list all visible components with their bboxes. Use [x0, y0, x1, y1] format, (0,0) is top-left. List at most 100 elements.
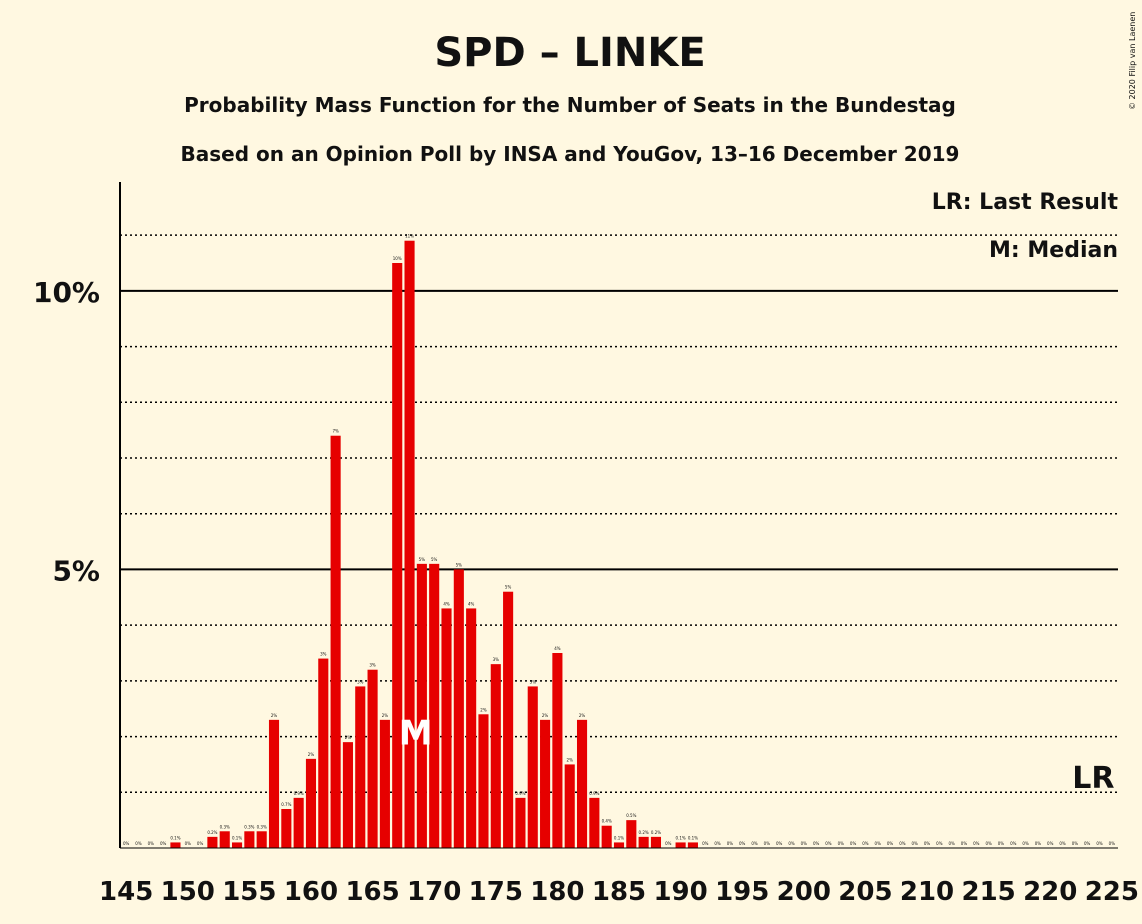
bar-label-172: 5%: [456, 562, 463, 567]
bar-label-224: 0%: [1096, 841, 1103, 846]
bar-label-189: 0%: [665, 841, 672, 846]
bar-label-201: 0%: [813, 841, 820, 846]
bar-190: [675, 842, 686, 848]
bar-label-215: 0%: [985, 841, 992, 846]
copyright-note: © 2020 Filip van Laenen: [1128, 12, 1137, 110]
bar-label-148: 0%: [160, 841, 167, 846]
bar-label-195: 0%: [739, 841, 746, 846]
bar-label-185: 0.1%: [614, 835, 624, 840]
bar-181: [564, 764, 575, 848]
x-tick-label: 175: [469, 877, 523, 907]
bar-label-196: 0%: [751, 841, 758, 846]
bar-labels: 0% 0% 0% 0%0.1%0% 0%0.2%0.3%0.1%0.3% 0.3%2%0.…: [123, 234, 1115, 846]
bar-label-154: 0.1%: [232, 835, 242, 840]
chart-subtitle-2: Based on an Opinion Poll by INSA and You…: [181, 142, 960, 166]
y-axis-ticks: 5% 10%: [33, 276, 100, 588]
bar-label-168: 11%: [405, 234, 414, 239]
bar-149: [170, 842, 181, 848]
x-tick-label: 225: [1085, 877, 1139, 907]
bar-label-179: 2%: [542, 713, 549, 718]
bar-177: [515, 797, 526, 848]
bar-label-165: 3%: [369, 663, 376, 668]
bar-191: [687, 842, 698, 848]
bar-172: [453, 569, 464, 848]
bar-label-198: 0%: [776, 841, 783, 846]
bar-label-214: 0%: [973, 841, 980, 846]
bar-160: [305, 758, 317, 848]
bar-label-155: 0.3%: [244, 824, 254, 829]
bar-179: [540, 719, 551, 848]
bar-164: [355, 686, 366, 848]
bar-label-145: 0%: [123, 841, 130, 846]
bar-label-174: 2%: [480, 707, 487, 712]
bar-label-166: 2%: [382, 713, 389, 718]
bar-label-210: 0%: [924, 841, 931, 846]
y-tick-label: 10%: [33, 276, 100, 309]
bar-label-153: 0.3%: [220, 824, 230, 829]
bar-label-173: 4%: [468, 601, 475, 606]
bar-label-161: 3%: [320, 652, 327, 657]
bar-label-197: 0%: [764, 841, 771, 846]
bar-label-180: 4%: [554, 646, 561, 651]
bar-label-157: 2%: [271, 713, 278, 718]
bar-176: [503, 591, 514, 848]
bar-label-156: 0.3%: [257, 824, 267, 829]
bar-label-218: 0%: [1022, 841, 1029, 846]
bar-label-177: 0.9%: [515, 791, 525, 796]
bar-label-158: 0.7%: [281, 802, 291, 807]
bar-184: [601, 825, 612, 848]
bar-169: [416, 563, 427, 848]
bar-label-183: 0.9%: [589, 791, 599, 796]
bar-label-194: 0%: [727, 841, 734, 846]
x-tick-label: 160: [284, 877, 338, 907]
bar-170: [429, 563, 440, 848]
bar-182: [576, 719, 588, 848]
bar-label-199: 0%: [788, 841, 795, 846]
x-tick-label: 190: [653, 877, 707, 907]
bar-label-187: 0.2%: [639, 830, 649, 835]
bar-label-152: 0.2%: [207, 830, 217, 835]
bar-label-200: 0%: [801, 841, 808, 846]
x-tick-label: 200: [777, 877, 831, 907]
gridlines: [120, 234, 1118, 794]
bar-label-164: 3%: [357, 679, 364, 684]
bar-label-213: 0%: [961, 841, 968, 846]
bar-label-217: 0%: [1010, 841, 1017, 846]
chart-subtitle-1: Probability Mass Function for the Number…: [184, 93, 956, 117]
bar-168: [404, 240, 415, 848]
bar-label-221: 0%: [1059, 841, 1066, 846]
bar-173: [466, 608, 477, 848]
bar-154: [231, 842, 243, 848]
bar-185: [613, 842, 625, 848]
bar-159: [293, 797, 304, 848]
bar-label-182: 2%: [579, 713, 586, 718]
bar-label-176: 5%: [505, 585, 512, 590]
bar-186: [626, 820, 637, 848]
bar-158: [281, 809, 292, 848]
x-tick-label: 215: [961, 877, 1015, 907]
bar-label-209: 0%: [912, 841, 919, 846]
bar-label-171: 4%: [443, 601, 450, 606]
bar-153: [219, 831, 230, 848]
x-tick-label: 165: [345, 877, 399, 907]
bar-label-175: 3%: [493, 657, 500, 662]
legend-median: M: Median: [989, 238, 1118, 263]
bar-180: [552, 653, 563, 848]
bar-175: [490, 664, 501, 848]
bars: [170, 240, 698, 848]
bar-162: [330, 435, 341, 848]
bar-161: [318, 658, 329, 848]
bar-label-203: 0%: [838, 841, 845, 846]
x-axis-ticks: 145 150 155 160 165 170 175 180 185 190 195 200 205 2…: [99, 877, 1139, 907]
bar-label-205: 0%: [862, 841, 869, 846]
bar-label-190: 0.1%: [676, 835, 686, 840]
bar-label-186: 0.5%: [626, 813, 636, 818]
last-result-marker: LR: [1072, 761, 1114, 796]
bar-label-225: 0%: [1109, 841, 1116, 846]
bar-label-223: 0%: [1084, 841, 1091, 846]
x-tick-label: 145: [99, 877, 153, 907]
x-tick-label: 170: [407, 877, 461, 907]
y-tick-label: 5%: [52, 554, 100, 587]
bar-label-147: 0%: [148, 841, 155, 846]
bar-label-216: 0%: [998, 841, 1005, 846]
